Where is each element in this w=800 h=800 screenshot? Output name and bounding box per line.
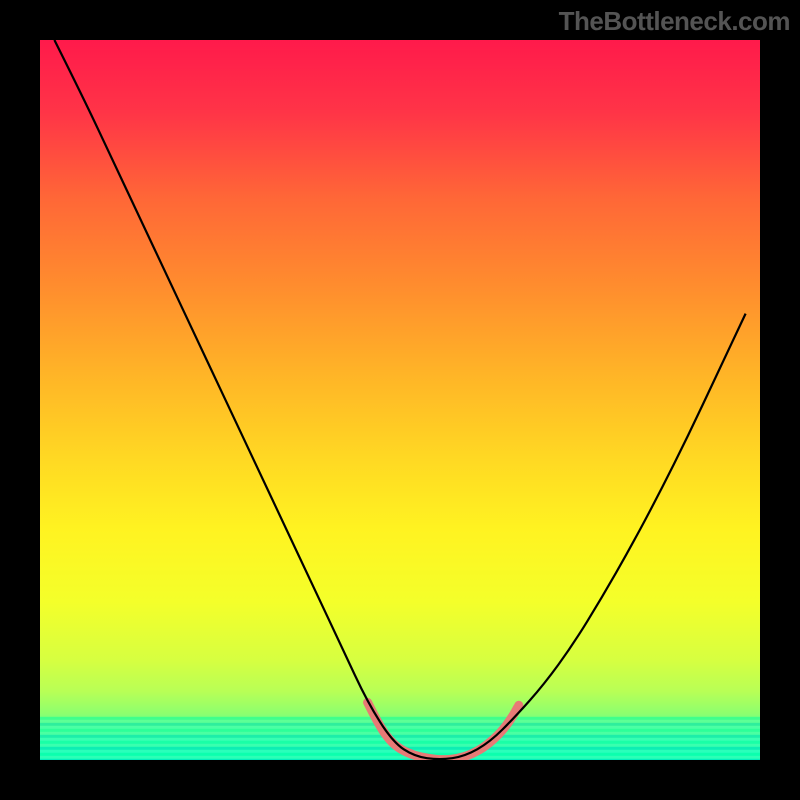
watermark-text: TheBottleneck.com [559,6,790,37]
curve-highlight-segment [368,702,519,759]
curve-main [54,40,745,759]
bottleneck-curve [40,40,760,760]
plot-area [40,40,760,760]
chart-container: TheBottleneck.com [0,0,800,800]
